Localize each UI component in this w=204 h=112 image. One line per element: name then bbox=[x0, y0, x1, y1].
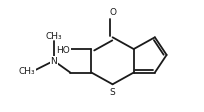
Text: CH₃: CH₃ bbox=[18, 66, 35, 75]
Text: S: S bbox=[110, 87, 115, 96]
Text: N: N bbox=[50, 57, 57, 66]
Text: CH₃: CH₃ bbox=[45, 31, 62, 40]
Text: O: O bbox=[109, 8, 116, 17]
Text: HO: HO bbox=[57, 45, 70, 54]
